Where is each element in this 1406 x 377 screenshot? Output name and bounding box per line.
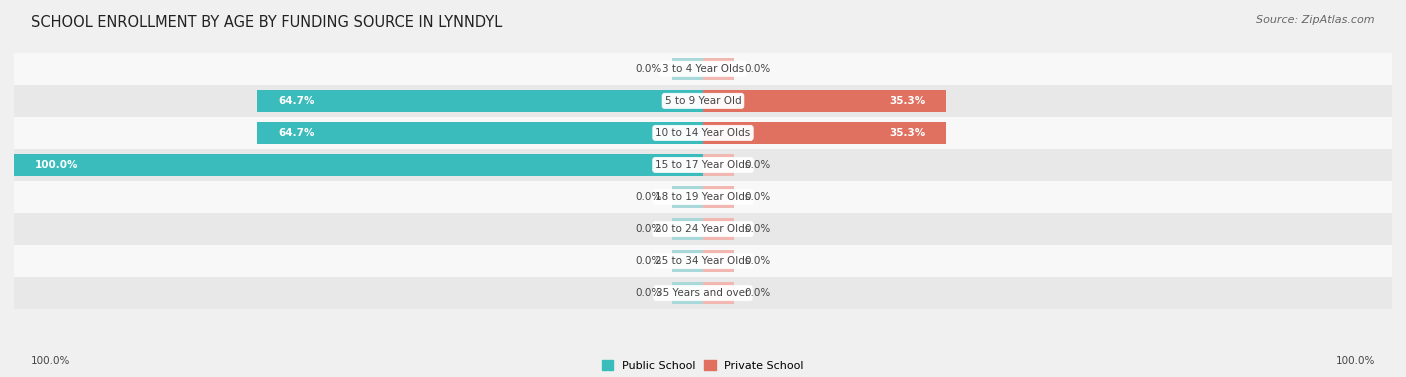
Text: 10 to 14 Year Olds: 10 to 14 Year Olds <box>655 128 751 138</box>
Text: 35.3%: 35.3% <box>889 128 925 138</box>
Bar <box>672 58 703 80</box>
Bar <box>672 218 703 240</box>
Text: 35.3%: 35.3% <box>889 96 925 106</box>
Bar <box>14 149 1392 181</box>
Bar <box>14 85 1392 117</box>
Bar <box>672 250 703 272</box>
Text: 3 to 4 Year Olds: 3 to 4 Year Olds <box>662 64 744 74</box>
Bar <box>14 245 1392 277</box>
Bar <box>703 154 734 176</box>
Bar <box>14 277 1392 309</box>
Text: 0.0%: 0.0% <box>744 224 770 234</box>
Text: 0.0%: 0.0% <box>636 64 662 74</box>
Text: 0.0%: 0.0% <box>744 256 770 266</box>
Text: 100.0%: 100.0% <box>35 160 79 170</box>
Text: 64.7%: 64.7% <box>278 96 315 106</box>
Text: 0.0%: 0.0% <box>636 288 662 298</box>
Text: 0.0%: 0.0% <box>744 160 770 170</box>
Text: 0.0%: 0.0% <box>744 64 770 74</box>
Text: 15 to 17 Year Olds: 15 to 17 Year Olds <box>655 160 751 170</box>
Text: 18 to 19 Year Olds: 18 to 19 Year Olds <box>655 192 751 202</box>
Text: 25 to 34 Year Olds: 25 to 34 Year Olds <box>655 256 751 266</box>
Text: 0.0%: 0.0% <box>636 256 662 266</box>
Bar <box>14 117 1392 149</box>
Bar <box>14 181 1392 213</box>
Text: 100.0%: 100.0% <box>1336 356 1375 366</box>
Text: 0.0%: 0.0% <box>744 192 770 202</box>
Text: 0.0%: 0.0% <box>636 192 662 202</box>
Text: 35 Years and over: 35 Years and over <box>657 288 749 298</box>
Bar <box>703 58 734 80</box>
Bar <box>703 218 734 240</box>
Bar <box>703 90 946 112</box>
Legend: Public School, Private School: Public School, Private School <box>598 356 808 375</box>
Text: 5 to 9 Year Old: 5 to 9 Year Old <box>665 96 741 106</box>
Bar <box>672 282 703 304</box>
Text: 20 to 24 Year Olds: 20 to 24 Year Olds <box>655 224 751 234</box>
Bar <box>703 282 734 304</box>
Text: 0.0%: 0.0% <box>636 224 662 234</box>
Text: SCHOOL ENROLLMENT BY AGE BY FUNDING SOURCE IN LYNNDYL: SCHOOL ENROLLMENT BY AGE BY FUNDING SOUR… <box>31 15 502 30</box>
Text: Source: ZipAtlas.com: Source: ZipAtlas.com <box>1257 15 1375 25</box>
Text: 64.7%: 64.7% <box>278 128 315 138</box>
Text: 0.0%: 0.0% <box>744 288 770 298</box>
Bar <box>257 90 703 112</box>
Bar <box>703 122 946 144</box>
Bar <box>703 250 734 272</box>
Bar <box>703 186 734 208</box>
Bar <box>257 122 703 144</box>
Bar <box>14 154 703 176</box>
Text: 100.0%: 100.0% <box>31 356 70 366</box>
Bar <box>14 53 1392 85</box>
Bar <box>14 213 1392 245</box>
Bar <box>672 186 703 208</box>
